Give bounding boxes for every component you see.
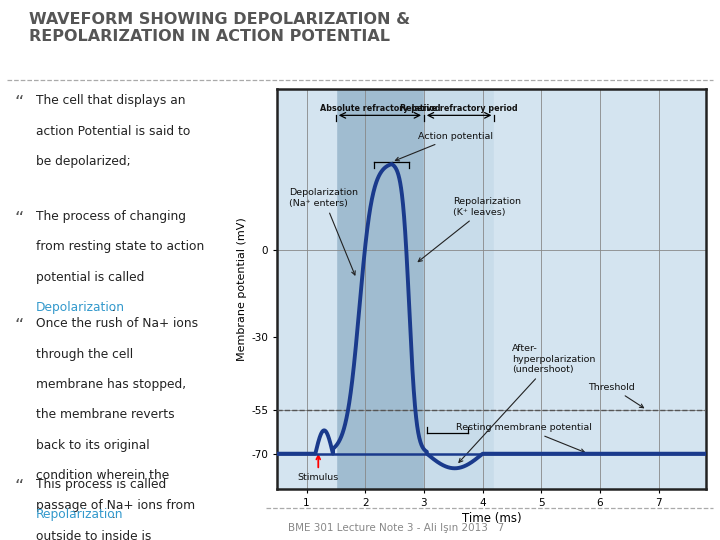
Text: Depolarization: Depolarization: [36, 301, 125, 314]
Text: This process is called: This process is called: [36, 477, 166, 490]
Text: Absolute refractory period: Absolute refractory period: [320, 104, 440, 113]
Y-axis label: Membrane potential (mV): Membrane potential (mV): [237, 217, 247, 361]
Text: “: “: [15, 94, 24, 112]
Text: “: “: [15, 210, 24, 228]
Text: Threshold: Threshold: [588, 382, 644, 408]
Text: Stimulus: Stimulus: [297, 456, 339, 482]
Text: Relative refractory period: Relative refractory period: [400, 104, 518, 113]
Text: .: .: [112, 508, 116, 521]
Text: The process of changing: The process of changing: [36, 210, 186, 223]
Text: Once the rush of Na+ ions: Once the rush of Na+ ions: [36, 318, 198, 330]
Text: potential is called: potential is called: [36, 271, 144, 284]
Bar: [336, 89, 424, 489]
Text: Depolarization
(Na⁺ enters): Depolarization (Na⁺ enters): [289, 188, 358, 275]
Text: Repolarization: Repolarization: [36, 508, 123, 521]
Text: be depolarized;: be depolarized;: [36, 155, 130, 168]
X-axis label: Time (ms): Time (ms): [462, 512, 521, 525]
Text: Resting membrane potential: Resting membrane potential: [456, 423, 592, 453]
Text: condition wherein the: condition wherein the: [36, 469, 169, 482]
Text: outside to inside is: outside to inside is: [36, 530, 151, 540]
Bar: [495, 89, 706, 489]
Text: back to its original: back to its original: [36, 439, 149, 452]
Text: action Potential is said to: action Potential is said to: [36, 125, 190, 138]
Bar: [424, 89, 495, 489]
Text: through the cell: through the cell: [36, 348, 132, 361]
Bar: [277, 89, 336, 489]
Text: “: “: [15, 318, 24, 335]
Text: membrane has stopped,: membrane has stopped,: [36, 378, 186, 391]
Text: from resting state to action: from resting state to action: [36, 240, 204, 253]
Text: After-
hyperpolarization
(undershoot): After- hyperpolarization (undershoot): [459, 344, 595, 462]
Text: the membrane reverts: the membrane reverts: [36, 408, 174, 421]
Text: Action potential: Action potential: [395, 132, 493, 161]
Text: Repolarization
(K⁺ leaves): Repolarization (K⁺ leaves): [418, 197, 521, 261]
Text: BME 301 Lecture Note 3 - Ali Işın 2013   7: BME 301 Lecture Note 3 - Ali Işın 2013 7: [288, 523, 504, 534]
Text: The cell that displays an: The cell that displays an: [36, 94, 185, 107]
Text: passage of Na+ ions from: passage of Na+ ions from: [36, 500, 195, 512]
Text: WAVEFORM SHOWING DEPOLARIZATION &
REPOLARIZATION IN ACTION POTENTIAL: WAVEFORM SHOWING DEPOLARIZATION & REPOLA…: [29, 12, 410, 44]
Text: .: .: [112, 301, 116, 314]
Text: “: “: [15, 477, 24, 496]
